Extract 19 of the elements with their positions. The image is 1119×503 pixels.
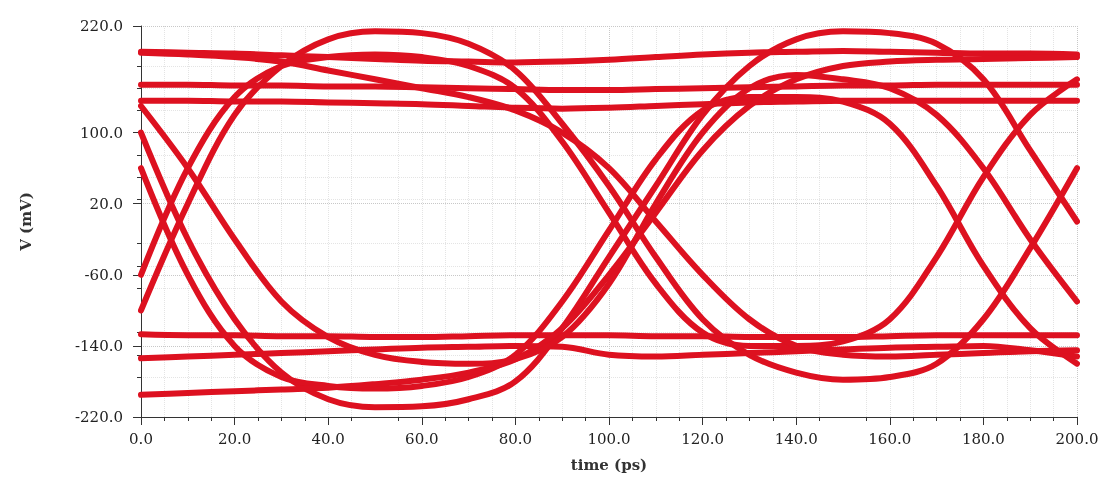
x-tick-label: 20.0 — [217, 429, 252, 448]
x-tick-label: 0.0 — [129, 429, 153, 448]
x-tick-label: 100.0 — [587, 429, 631, 448]
x-tick-label: 160.0 — [868, 429, 912, 448]
y-axis-title: V (mV) — [16, 192, 35, 252]
y-tick-label: -60.0 — [84, 265, 123, 284]
x-tick-label: 140.0 — [774, 429, 818, 448]
y-tick-label: 20.0 — [89, 194, 123, 213]
y-tick-label: -220.0 — [74, 408, 123, 426]
x-tick-label: 180.0 — [961, 429, 1005, 448]
x-tick-label: 60.0 — [405, 429, 439, 448]
x-tick-label: 200.0 — [1055, 429, 1099, 448]
x-tick-label: 80.0 — [498, 429, 533, 448]
y-tick-label: 220.0 — [80, 17, 123, 35]
x-tick-label: 120.0 — [681, 429, 725, 448]
x-tick-label: 40.0 — [311, 429, 345, 448]
x-axis-title: time (ps) — [570, 455, 648, 474]
y-tick-label: -140.0 — [74, 336, 123, 355]
y-tick-label: 100.0 — [80, 123, 123, 142]
